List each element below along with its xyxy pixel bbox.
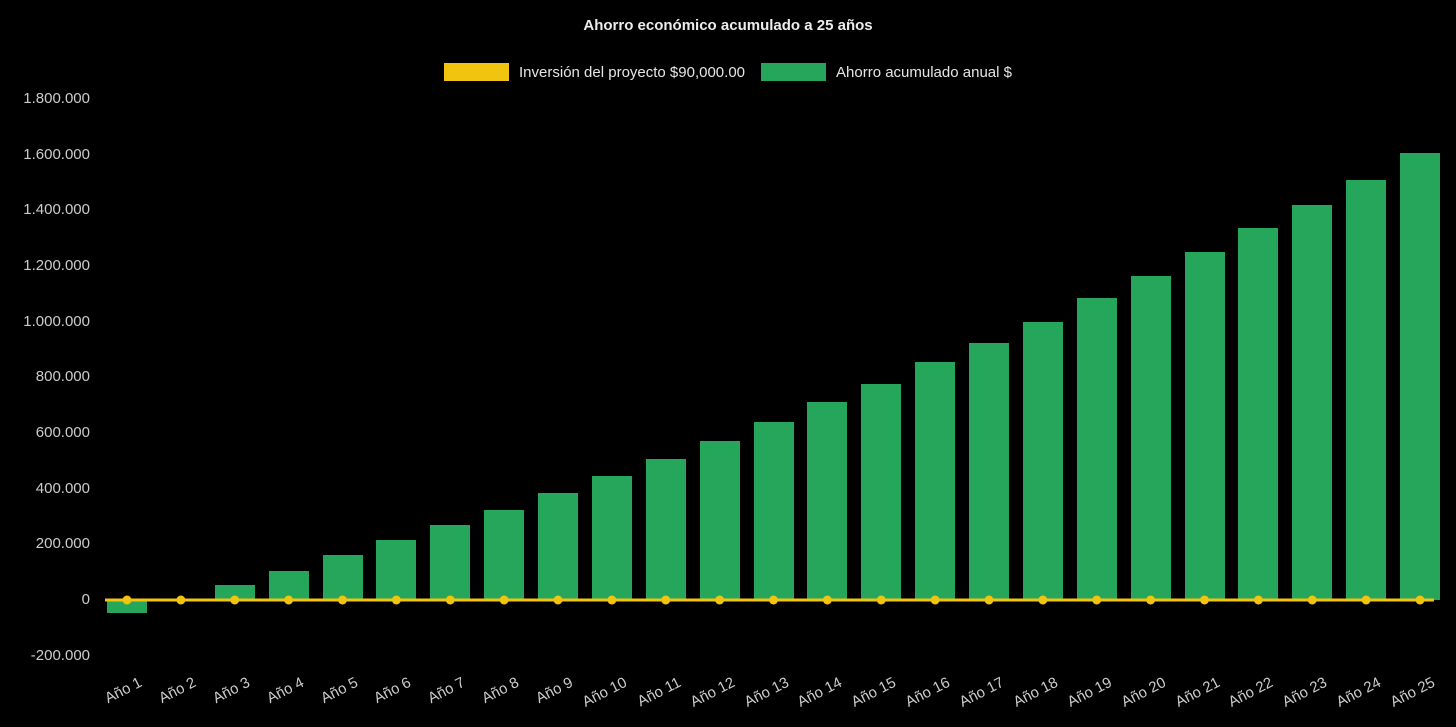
y-axis-tick-label: 1.400.000: [23, 201, 90, 219]
bar-año-5: [322, 555, 363, 600]
y-axis-tick-label: 1.800.000: [23, 90, 90, 107]
bar-año-12: [699, 441, 740, 600]
bar-año-23: [1292, 204, 1333, 600]
bar-año-4: [268, 570, 309, 600]
line-marker-icon: [176, 595, 186, 605]
bar-año-9: [538, 492, 578, 600]
y-axis-tick-label: 600.000: [35, 424, 90, 441]
y-axis-tick-label: 1.200.000: [23, 257, 90, 274]
bar-año-25: [1400, 153, 1440, 600]
bar-año-6: [376, 540, 417, 600]
bar-año-18: [1022, 321, 1063, 600]
y-axis-tick-label: 800.000: [35, 368, 90, 386]
bar-año-8: [484, 509, 525, 600]
legend-item-investment[interactable]: Inversión del proyecto $90,000.00: [444, 63, 745, 81]
legend-swatch-line: [444, 63, 510, 81]
legend-swatch-bar: [761, 63, 827, 81]
chart-title: Ahorro económico acumulado a 25 años: [583, 17, 873, 34]
bar-año-22: [1238, 228, 1279, 600]
bar-año-3: [214, 584, 255, 600]
bar-año-1: [107, 600, 147, 613]
y-axis-tick-label: 0: [81, 591, 90, 608]
bar-año-17: [969, 342, 1009, 600]
bar-año-2: [160, 598, 201, 600]
legend: Inversión del proyecto $90,000.00 Ahorro …: [0, 63, 1456, 81]
y-axis-tick-label: 200.000: [35, 535, 90, 553]
bar-año-15: [861, 384, 902, 600]
y-axis-tick-label: 400.000: [35, 479, 90, 497]
legend-label: Inversión del proyecto $90,000.00: [519, 63, 746, 81]
bar-año-16: [915, 362, 956, 600]
y-axis-tick-label: 1.000.000: [23, 312, 90, 330]
y-axis-tick-label: 1.600.000: [23, 145, 90, 163]
bar-año-14: [807, 402, 848, 600]
bar-año-11: [645, 459, 686, 600]
bar-año-7: [430, 524, 471, 600]
bar-año-10: [591, 476, 632, 600]
bar-año-19: [1076, 298, 1117, 600]
bar-año-20: [1130, 275, 1171, 600]
legend-item-savings[interactable]: Ahorro acumulado anual $: [761, 63, 1012, 81]
bar-año-13: [753, 421, 794, 600]
bar-año-21: [1184, 252, 1225, 600]
legend-label: Ahorro acumulado anual $: [836, 63, 1012, 81]
y-axis-tick-label: -200.000: [30, 646, 90, 664]
bar-año-24: [1346, 179, 1387, 600]
